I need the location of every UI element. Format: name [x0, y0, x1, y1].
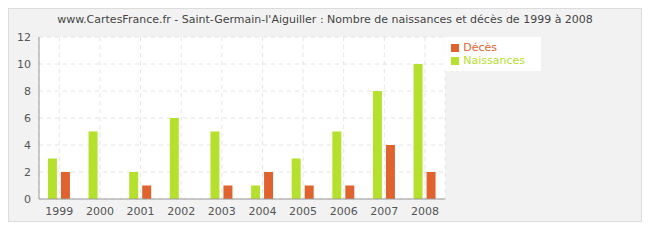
svg-text:2: 2	[24, 166, 31, 179]
html-text:www.CartesFrance.fr - Saint-Ge: www.CartesFrance.fr - Saint-Germain-l'Ai…	[57, 13, 593, 26]
svg-text:2000: 2000	[86, 205, 114, 218]
svg-text:2002: 2002	[167, 205, 195, 218]
svg-text:8: 8	[24, 85, 31, 98]
svg-text:12: 12	[17, 31, 31, 44]
svg-text:2005: 2005	[289, 205, 317, 218]
svg-text:2008: 2008	[411, 205, 439, 218]
svg-text:2001: 2001	[127, 205, 155, 218]
svg-text:2006: 2006	[330, 205, 358, 218]
svg-text:2004: 2004	[248, 205, 276, 218]
svg-text:6: 6	[24, 112, 31, 125]
svg-text:10: 10	[17, 58, 31, 71]
svg-text:4: 4	[24, 139, 31, 152]
svg-text:0: 0	[24, 193, 31, 206]
html-text:Décès: Décès	[463, 41, 497, 54]
svg-text:1999: 1999	[45, 205, 73, 218]
html-text:Naissances: Naissances	[463, 54, 525, 67]
svg-text:2003: 2003	[208, 205, 236, 218]
svg-text:2007: 2007	[370, 205, 398, 218]
